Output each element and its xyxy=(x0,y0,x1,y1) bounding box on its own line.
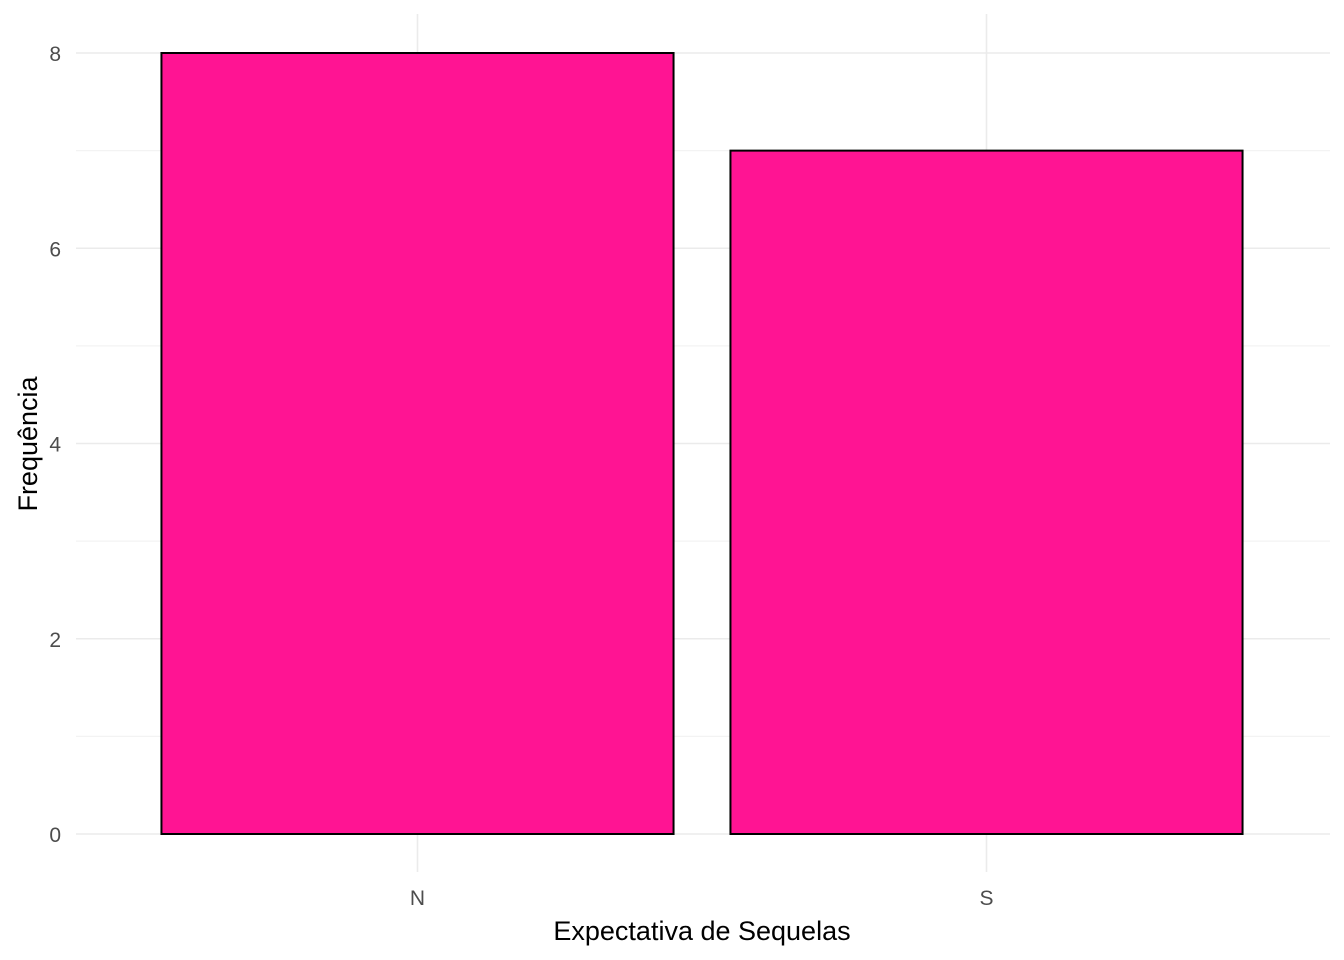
bars xyxy=(160,52,1244,835)
y-axis-tick-labels: 0 2 4 6 8 xyxy=(49,43,61,847)
y-tick-label: 4 xyxy=(49,434,61,457)
y-axis-title: Frequência xyxy=(13,375,43,511)
y-tick-label: 6 xyxy=(49,238,61,261)
x-tick-label: S xyxy=(979,887,993,910)
bar-s xyxy=(729,149,1244,835)
y-tick-label: 8 xyxy=(49,43,61,66)
y-tick-label: 2 xyxy=(49,629,61,652)
x-axis-title: Expectativa de Sequelas xyxy=(553,916,850,946)
bar-n xyxy=(160,52,675,835)
x-tick-label: N xyxy=(410,887,425,910)
y-tick-label: 0 xyxy=(49,824,61,847)
